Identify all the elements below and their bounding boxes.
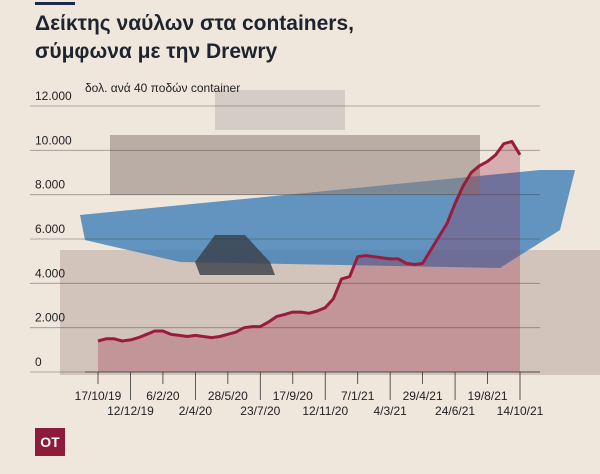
x-tick-label: 29/4/21: [403, 389, 443, 403]
x-tick-label: 24/6/21: [435, 404, 475, 418]
x-tick-label: 23/7/20: [240, 404, 280, 418]
logo: [35, 428, 65, 456]
title-accent: [35, 2, 75, 5]
x-tick-label: 28/5/20: [208, 389, 248, 403]
y-axis-label: δολ. ανά 40 ποδών container: [85, 81, 240, 95]
y-tick-label: 0: [35, 355, 42, 369]
y-tick-label: 12.000: [35, 89, 72, 103]
x-tick-label: 7/1/21: [341, 389, 375, 403]
chart-title: Δείκτης ναύλων στα containers,: [35, 12, 354, 35]
x-tick-label: 12/11/20: [302, 404, 348, 418]
x-tick-label: 2/4/20: [179, 404, 213, 418]
x-tick-label: 17/10/19: [75, 389, 122, 403]
y-tick-label: 8.000: [35, 178, 65, 192]
x-tick-label: 19/8/21: [468, 389, 508, 403]
chart-title: σύμφωνα με την Drewry: [35, 40, 278, 63]
area: [98, 141, 520, 372]
x-tick-label: 17/9/20: [273, 389, 313, 403]
y-tick-label: 2.000: [35, 311, 65, 325]
y-tick-label: 10.000: [35, 133, 72, 147]
x-tick-label: 4/3/21: [373, 404, 407, 418]
photo-backdrop: [60, 90, 600, 375]
logo-text: OT: [40, 434, 60, 450]
y-tick-label: 6.000: [35, 222, 65, 236]
y-tick-label: 4.000: [35, 266, 65, 280]
line: [97, 140, 522, 343]
x-tick-label: 12/12/19: [107, 404, 154, 418]
x-tick-label: 6/2/20: [146, 389, 180, 403]
x-tick-label: 14/10/21: [497, 404, 544, 418]
